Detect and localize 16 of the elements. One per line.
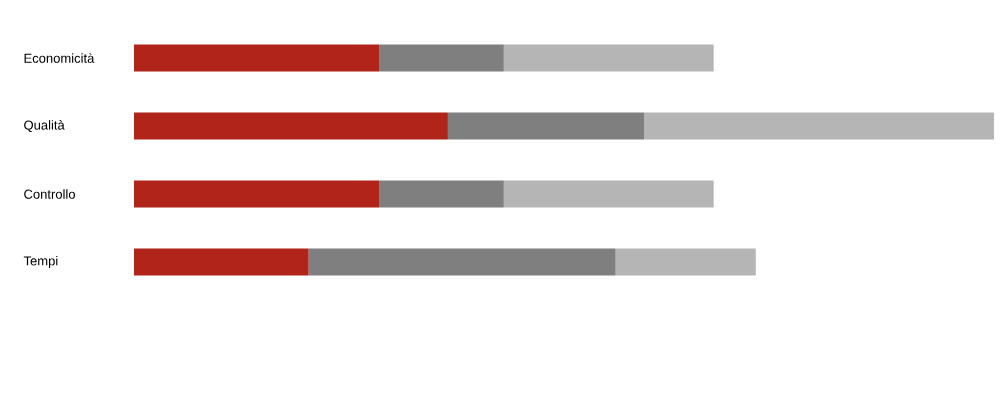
bar <box>134 248 309 276</box>
bar <box>308 248 616 276</box>
bar <box>615 248 756 276</box>
bar <box>643 112 995 140</box>
bar <box>134 44 380 72</box>
bar <box>134 180 380 208</box>
bar <box>503 180 714 208</box>
bar <box>503 44 714 72</box>
bar <box>379 180 504 208</box>
bar <box>447 112 644 140</box>
y-tick-label: Economicità <box>24 53 95 63</box>
bar <box>379 44 504 72</box>
y-tick-label: Controllo <box>24 189 75 199</box>
bar <box>134 112 448 140</box>
y-tick-label: Tempi <box>23 255 58 269</box>
y-tick-label: Qualità <box>24 119 65 133</box>
